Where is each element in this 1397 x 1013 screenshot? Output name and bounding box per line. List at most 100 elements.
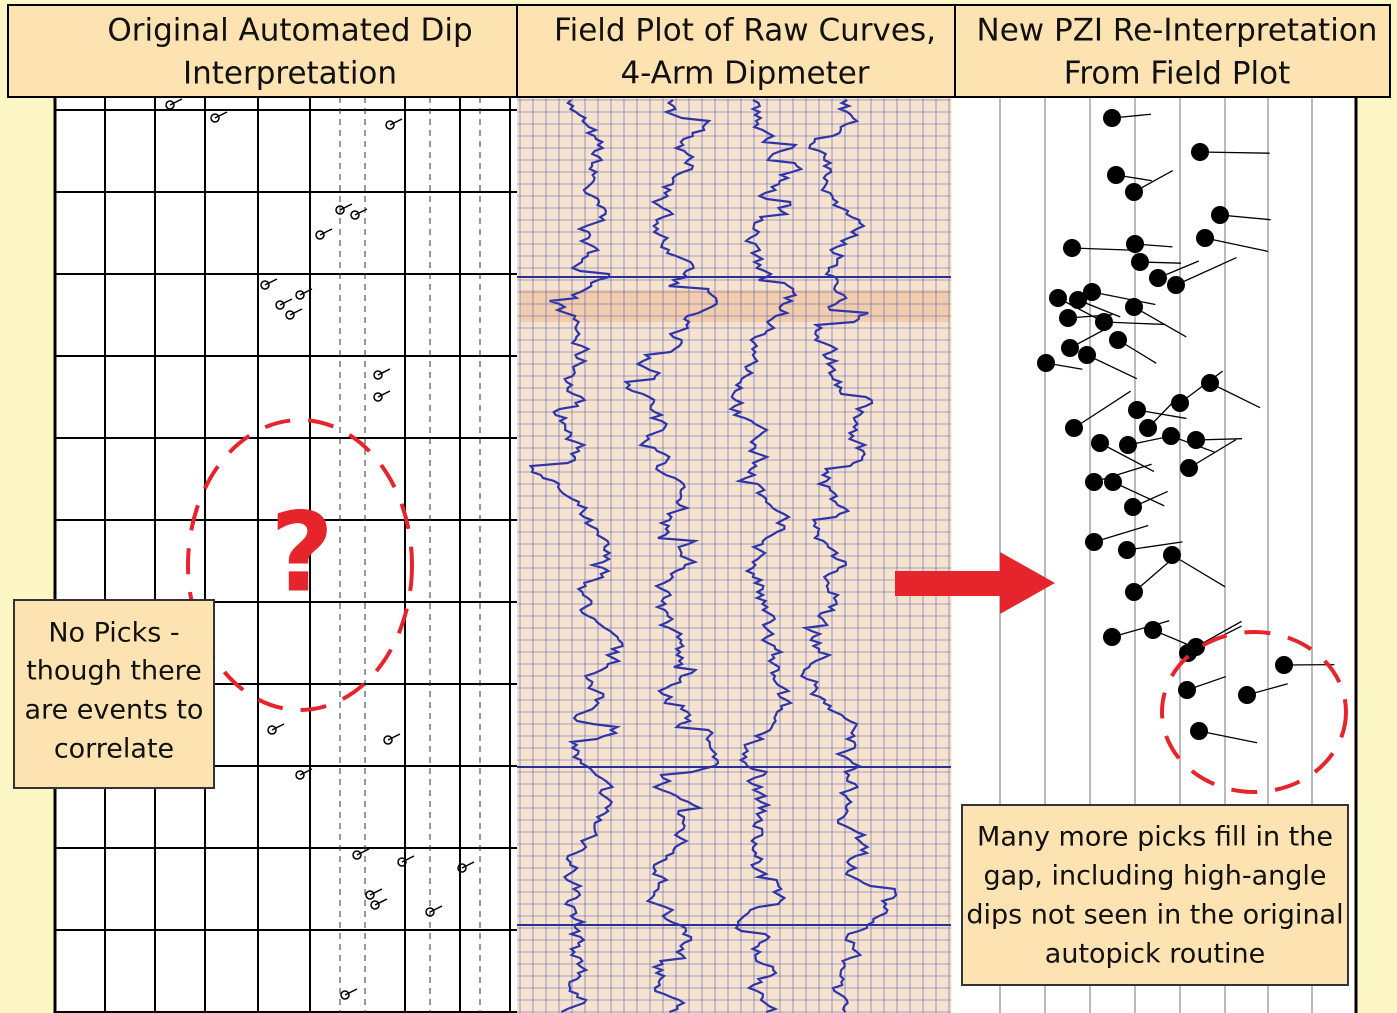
tadpole [1187,431,1205,449]
header-text: Field Plot of Raw Curves, [554,13,936,49]
tadpole [340,990,350,1000]
note-text: No Picks - [48,618,179,649]
tadpole [1201,374,1219,392]
tadpole [365,890,375,900]
left-panel [55,97,517,1013]
tadpole-tail [1093,463,1152,483]
note-text: Many more picks fill in the [977,822,1333,853]
tadpole [1190,722,1208,740]
tadpole-tail [356,848,370,856]
tadpole [1238,686,1256,704]
curve [728,99,804,1013]
arrow [895,552,1055,614]
tadpole-tail [344,988,358,996]
tadpole [1125,183,1143,201]
tadpole-tail [389,118,403,126]
tadpole-tail [1171,554,1226,588]
middle-panel [517,97,951,1013]
tadpole-tail [1103,321,1166,326]
tadpole [165,100,175,110]
tadpole [1095,313,1113,331]
tadpole [1118,541,1136,559]
tadpole [1171,394,1189,412]
tadpole [335,205,345,215]
tadpole [373,392,383,402]
tadpole [1162,427,1180,445]
tadpole [210,113,220,123]
curve [528,99,624,1013]
tadpole [457,863,467,873]
tadpole-tail [279,298,293,306]
tadpole [370,900,380,910]
tadpole [1091,434,1109,452]
tadpole-tail [264,278,278,286]
tadpole-tail [377,390,391,398]
stain [520,290,950,322]
tadpole [1139,419,1157,437]
tadpole [1131,253,1149,271]
tadpole-tail [387,733,401,741]
note-text: autopick routine [1045,939,1265,970]
tadpole-tail [319,228,333,236]
tadpole-tail [354,208,368,216]
tadpole [275,300,285,310]
tadpole-tail [1126,541,1183,551]
tadpole [267,725,277,735]
tadpole-tail [377,368,391,376]
tadpole [1163,546,1181,564]
tadpole [1069,291,1087,309]
tadpole [285,310,295,320]
tadpole-tail [299,288,313,296]
tadpole [1085,473,1103,491]
tadpole [1107,166,1125,184]
tadpole [1125,583,1143,601]
tadpole [1059,309,1077,327]
tadpole [1103,109,1121,127]
tadpole [1180,459,1198,477]
tadpole-tail [289,308,303,316]
tadpole [1124,498,1142,516]
tadpole-tail [339,203,353,211]
tadpole [1125,298,1143,316]
tadpole [1085,533,1103,551]
tadpole [1109,331,1127,349]
tadpole-tail [214,111,228,119]
tadpole [1128,401,1146,419]
tadpole [295,770,305,780]
dashed-circle [1160,630,1348,794]
tadpole [1191,143,1209,161]
header-bar [7,4,1391,98]
tadpole-tail [1112,481,1165,507]
tadpole [260,280,270,290]
tadpole [1144,621,1162,639]
tadpole-tail [1086,354,1138,380]
tadpole-tail [299,768,313,776]
tadpole [350,210,360,220]
tadpole-tail [401,855,415,863]
dashed-circle [186,418,414,712]
tadpole [352,850,362,860]
tadpole-tail [1198,730,1258,744]
note-text: correlate [54,734,174,765]
tadpole [1211,206,1229,224]
tadpole-tail [1111,620,1170,638]
tadpole [1275,656,1293,674]
tadpole-tail [1204,237,1269,252]
tadpole [1078,346,1096,364]
tadpole-tail [1133,306,1187,338]
header-text: New PZI Re-Interpretation [977,13,1378,49]
tadpole [397,857,407,867]
tadpole [1083,283,1101,301]
note-text: are events to [25,695,204,726]
tadpole-tail [1209,382,1261,409]
tadpole-tail [374,898,388,906]
question-mark: ? [270,488,334,616]
header-text: Interpretation [183,56,397,92]
tadpole [373,370,383,380]
right-note-box [961,804,1349,986]
tadpole-tail [369,888,383,896]
tadpole [1061,339,1079,357]
tadpole [385,120,395,130]
